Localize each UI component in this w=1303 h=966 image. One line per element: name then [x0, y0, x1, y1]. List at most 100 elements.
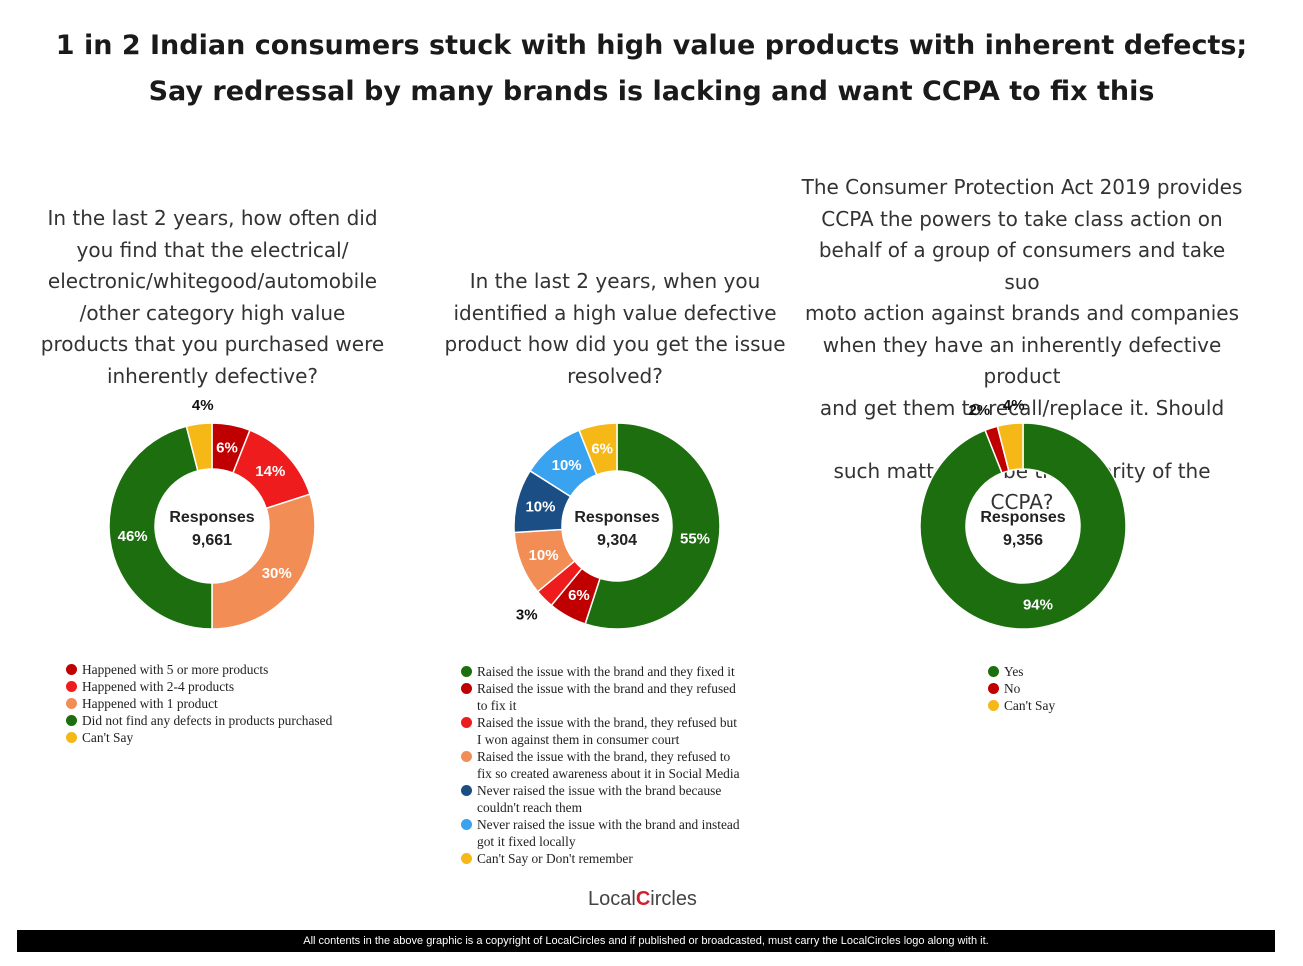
legend-label-line: Can't Say or Don't remember	[477, 851, 633, 866]
legend-label: Can't Say	[82, 730, 134, 745]
donut-chart-1: 6% 14% 30% 46% 4% Responses 9,661	[108, 397, 316, 630]
legend-item: Yes	[988, 663, 1055, 680]
localcircles-logo: LocalCircles	[588, 888, 697, 911]
question-1-line: inherently defective?	[106, 363, 319, 388]
legend-item: Did not find any defects in products pur…	[66, 712, 332, 729]
legend-label: Yes	[1004, 664, 1024, 679]
slice-raised-the-issue-with-the-brand-and-they-fixed-it	[584, 422, 721, 630]
slice-can-t-say-or-don-t-remember	[578, 422, 618, 476]
legend-label-line: Never raised the issue with the brand an…	[477, 817, 740, 832]
legend-item: Never raised the issue with the brand an…	[461, 816, 740, 850]
legend-item: Happened with 2-4 products	[66, 678, 332, 695]
question-1: In the last 2 years, how often did you fi…	[40, 203, 385, 392]
responses-count: 9,356	[1003, 532, 1043, 549]
legend-label-line: to fix it	[477, 698, 517, 713]
question-3: The Consumer Protection Act 2019 provide…	[800, 172, 1244, 519]
legend-item: Happened with 1 product	[66, 695, 332, 712]
question-2-line: identified a high value defective	[453, 300, 777, 325]
legend-item: Happened with 5 or more products	[66, 661, 332, 678]
legend-color-dot-icon	[66, 698, 77, 709]
slice-percent-label: 14%	[255, 463, 285, 480]
slice-percent-label: 10%	[525, 498, 555, 515]
legend-label: Can't Say	[1004, 698, 1056, 713]
legend-2: Raised the issue with the brand and they…	[461, 663, 740, 867]
question-1-line: you find that the electrical/	[76, 237, 349, 262]
legend-color-dot-icon	[461, 717, 472, 728]
responses-label: Responses	[980, 509, 1065, 526]
legend-label-line: got it fixed locally	[477, 834, 576, 849]
legend-color-dot-icon	[461, 683, 472, 694]
legend-item: Raised the issue with the brand, they re…	[461, 714, 740, 748]
donut-chart-3: 94% 2% 4% Responses 9,356	[919, 397, 1127, 630]
question-3-line: The Consumer Protection Act 2019 provide…	[801, 175, 1243, 199]
question-2: In the last 2 years, when you identified …	[440, 266, 790, 392]
slice-can-t-say	[185, 422, 213, 472]
slice-percent-label: 6%	[591, 440, 613, 457]
responses-count: 9,661	[192, 532, 232, 549]
legend-1: Happened with 5 or more products Happened…	[66, 661, 332, 746]
legend-color-dot-icon	[461, 785, 472, 796]
legend-item: Can't Say	[988, 697, 1055, 714]
slice-percent-label: 10%	[552, 457, 582, 474]
legend-label-line: couldn't reach them	[477, 800, 583, 815]
slice-yes	[919, 422, 1127, 630]
slice-percent-label: 4%	[1003, 397, 1025, 414]
legend-3: Yes No Can't Say	[988, 663, 1055, 714]
legend-item: Raised the issue with the brand and they…	[461, 680, 740, 714]
chart-title-line-2: Say redressal by many brands is lacking …	[148, 76, 1155, 107]
question-3-line: behalf of a group of consumers and take …	[818, 238, 1226, 294]
legend-label-line: I won against them in consumer court	[477, 732, 680, 747]
legend-label: Happened with 2-4 products	[82, 679, 235, 694]
slice-percent-label: 30%	[262, 565, 292, 582]
question-1-line: /other category high value	[79, 300, 346, 325]
question-2-line: In the last 2 years, when you	[469, 269, 761, 293]
legend-label: Happened with 1 product	[82, 696, 218, 711]
legend-item: Raised the issue with the brand and they…	[461, 663, 740, 680]
question-3-line: when they have an inherently defective p…	[822, 332, 1222, 389]
slice-did-not-find-any-defects-in-products-purchased	[108, 425, 213, 630]
legend-color-dot-icon	[988, 700, 999, 711]
logo-text-part1: Local	[588, 888, 636, 910]
legend-item: Can't Say or Don't remember	[461, 850, 740, 867]
legend-label-line: Raised the issue with the brand, they re…	[477, 749, 731, 764]
question-1-line: electronic/whitegood/automobile	[47, 269, 378, 293]
slice-percent-label: 46%	[118, 528, 148, 545]
logo-text-part2: C	[635, 888, 651, 910]
legend-label: No	[1004, 681, 1021, 696]
legend-item: Never raised the issue with the brand be…	[461, 782, 740, 816]
legend-item: No	[988, 680, 1055, 697]
question-1-line: In the last 2 years, how often did	[47, 206, 378, 230]
legend-item: Can't Say	[66, 729, 332, 746]
slice-percent-label: 6%	[568, 587, 590, 604]
slice-percent-label: 4%	[192, 397, 214, 414]
legend-color-dot-icon	[461, 853, 472, 864]
legend-label: Happened with 5 or more products	[82, 662, 269, 677]
responses-label: Responses	[169, 509, 254, 526]
legend-label-line: Raised the issue with the brand and they…	[477, 681, 736, 696]
slice-percent-label: 6%	[216, 439, 238, 456]
question-2-line: resolved?	[567, 363, 663, 388]
slice-percent-label: 10%	[529, 547, 559, 564]
legend-color-dot-icon	[66, 681, 77, 692]
legend-color-dot-icon	[461, 819, 472, 830]
legend-item: Raised the issue with the brand, they re…	[461, 748, 740, 782]
responses-count: 9,304	[597, 532, 637, 549]
chart-title-line-1: 1 in 2 Indian consumers stuck with high …	[55, 30, 1248, 61]
legend-color-dot-icon	[988, 666, 999, 677]
logo-text-part3: ircles	[650, 888, 697, 910]
legend-label-line: Raised the issue with the brand, they re…	[477, 715, 737, 730]
slice-happened-with-1-product	[211, 493, 316, 630]
question-3-line: moto action against brands and companies	[804, 301, 1240, 325]
legend-color-dot-icon	[461, 751, 472, 762]
responses-label: Responses	[574, 509, 659, 526]
question-1-line: products that you purchased were	[40, 332, 385, 356]
slice-can-t-say	[996, 422, 1024, 472]
slice-percent-label: 2%	[968, 402, 990, 419]
slice-percent-label: 55%	[680, 530, 710, 547]
copyright-footer: All contents in the above graphic is a c…	[17, 930, 1275, 952]
legend-color-dot-icon	[461, 666, 472, 677]
question-3-line: CCPA the powers to take class action on	[821, 206, 1223, 231]
legend-label: Did not find any defects in products pur…	[82, 713, 333, 728]
legend-label-line: Never raised the issue with the brand be…	[477, 783, 722, 798]
legend-color-dot-icon	[66, 715, 77, 726]
